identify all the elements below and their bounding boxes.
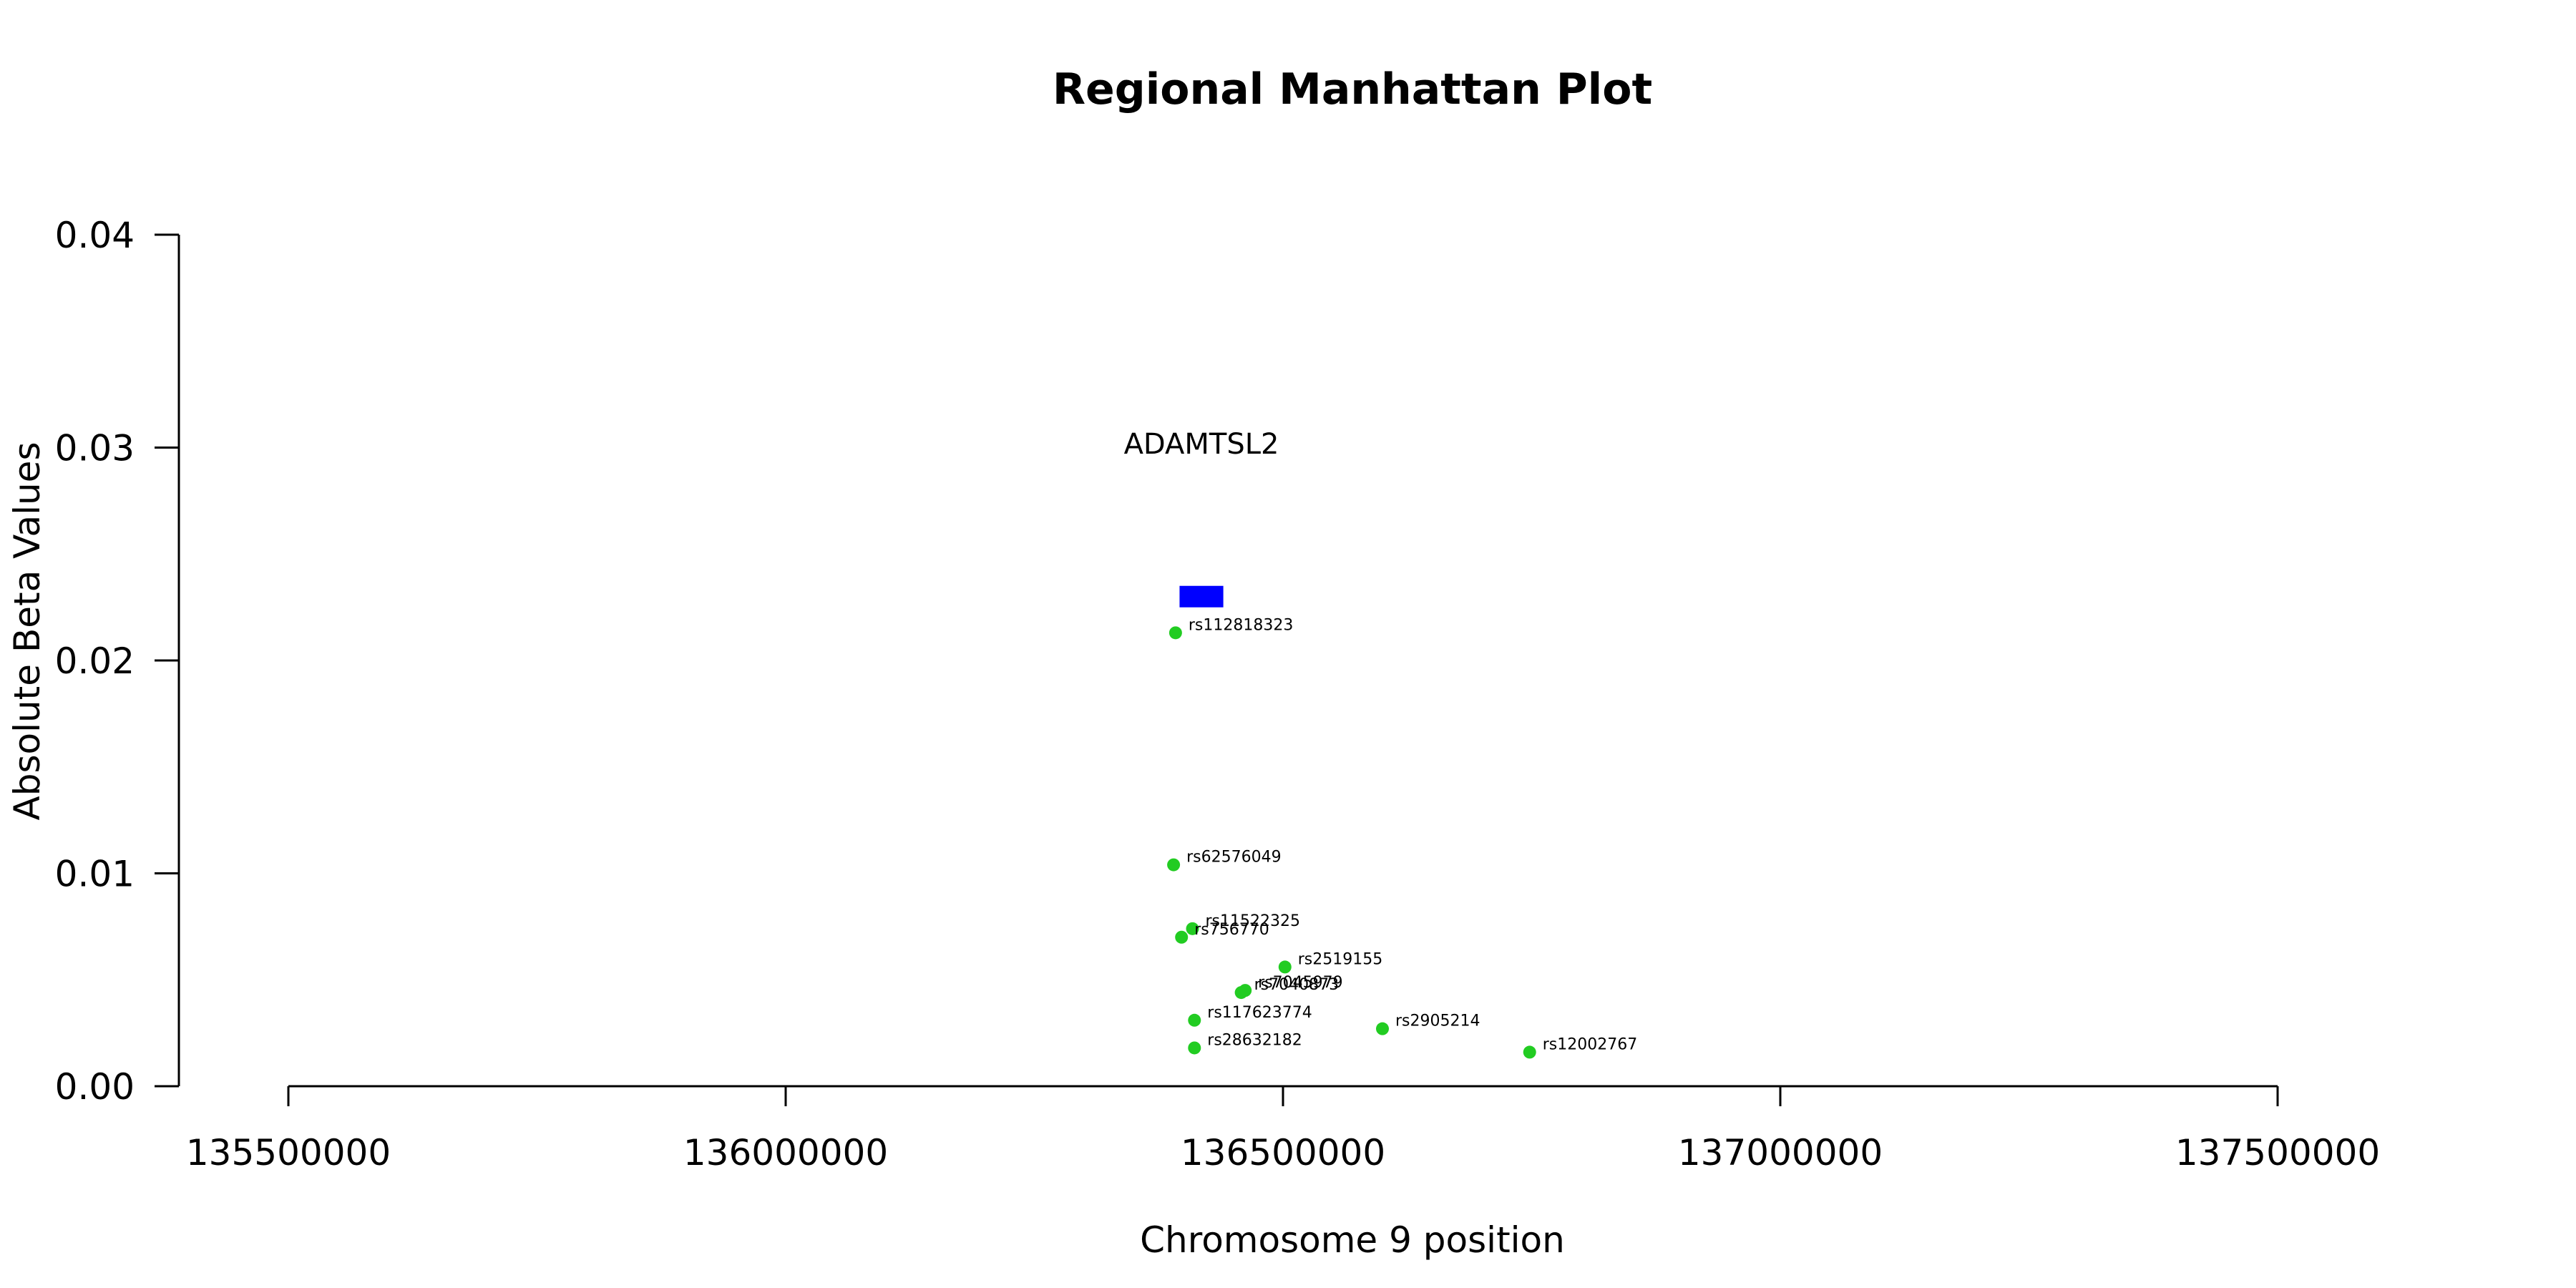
y-tick-label: 0.01 (55, 854, 135, 895)
snp-point (1523, 1045, 1536, 1059)
snp-point (1167, 858, 1181, 872)
y-tick-label: 0.02 (55, 640, 135, 682)
chart-title: Regional Manhattan Plot (1053, 64, 1652, 114)
snp-point (1188, 1013, 1201, 1027)
snp-label: rs12002767 (1543, 1035, 1637, 1053)
x-tick-label: 136500000 (1181, 1132, 1385, 1174)
snp-label: rs2519155 (1298, 950, 1383, 968)
snp-point (1169, 626, 1182, 640)
gene-block (1179, 585, 1224, 608)
y-tick-label: 0.04 (55, 215, 135, 256)
snp-label: rs62576049 (1186, 849, 1281, 867)
snp-label: rs756770 (1194, 921, 1269, 939)
snp-label: rs28632182 (1207, 1031, 1302, 1049)
gene-track: ADAMTSL2 (1124, 428, 1279, 608)
y-tick-label: 0.03 (55, 428, 135, 469)
snp-label: rs7045979 (1258, 974, 1343, 992)
snp-label: rs2905214 (1395, 1013, 1480, 1030)
snp-point (1234, 986, 1248, 1000)
x-tick-label: 135500000 (186, 1132, 391, 1174)
snp-label: rs112818323 (1189, 616, 1293, 634)
gene-label: ADAMTSL2 (1124, 428, 1279, 461)
snp-label: rs7040873 (1254, 976, 1340, 994)
axes: 135500000 136000000 136500000 137000000 1375… (55, 215, 2380, 1174)
snp-point (1175, 930, 1189, 944)
snp-point (1188, 1041, 1201, 1055)
snp-label: rs11522325 (1206, 912, 1300, 930)
x-tick-label: 136000000 (683, 1132, 888, 1174)
y-axis-label: Absolute Beta Values (6, 442, 48, 821)
x-tick-label: 137500000 (2175, 1132, 2380, 1174)
snp-point (1186, 922, 1199, 935)
x-tick-label: 137000000 (1678, 1132, 1883, 1174)
snp-point (1376, 1022, 1389, 1035)
snp-point (1278, 960, 1292, 974)
x-axis-label: Chromosome 9 position (1140, 1219, 1565, 1261)
y-tick-label: 0.00 (55, 1066, 135, 1108)
snp-label: rs117623774 (1207, 1004, 1312, 1022)
